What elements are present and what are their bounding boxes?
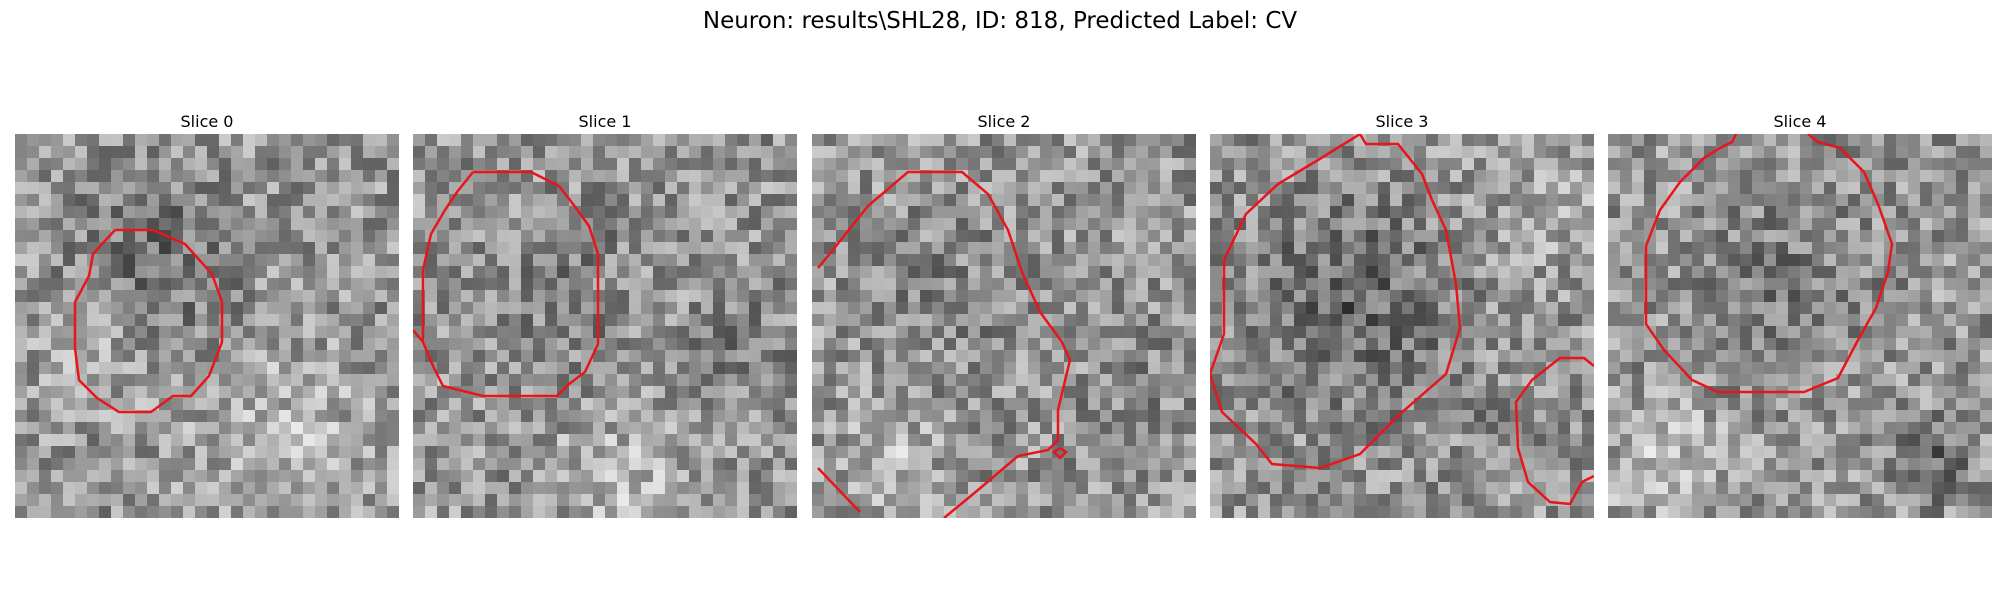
slice-title: Slice 3: [1375, 112, 1429, 131]
slice-title: Slice 2: [977, 112, 1031, 131]
segmentation-contour: [817, 467, 861, 513]
segmentation-contour: [73, 228, 224, 414]
figure-title: Neuron: results\SHL28, ID: 818, Predicte…: [702, 8, 1298, 34]
slice-panel-2: Slice 2: [812, 110, 1196, 518]
segmentation-contour: [817, 170, 1072, 518]
slice-svg: [1210, 134, 1594, 518]
slice-svg: [812, 134, 1196, 518]
slice-image: [413, 134, 797, 518]
slice-panel-1: Slice 1: [413, 110, 797, 518]
segmentation-contour: [1514, 356, 1594, 506]
slice-image: [1210, 134, 1594, 518]
slice-image: [812, 134, 1196, 518]
segmentation-contour: [1210, 134, 1462, 470]
slice-panel-0: Slice 0: [15, 110, 399, 518]
slice-svg: [1608, 134, 1992, 518]
slice-panel-3: Slice 3: [1210, 110, 1594, 518]
grayscale-pixels: [15, 134, 399, 518]
slice-image: [15, 134, 399, 518]
slice-svg: [15, 134, 399, 518]
slice-title: Slice 1: [578, 112, 632, 131]
slice-panel-4: Slice 4: [1608, 110, 1992, 518]
segmentation-contour: [1052, 446, 1068, 460]
segmentation-contour: [413, 329, 424, 343]
grayscale-pixels: [1210, 134, 1594, 518]
slice-title: Slice 0: [180, 112, 234, 131]
segmentation-contour: [421, 170, 600, 398]
segmentation-contour: [1644, 134, 1894, 394]
grayscale-pixels: [812, 134, 1196, 518]
grayscale-pixels: [1608, 134, 1992, 518]
slice-title: Slice 4: [1773, 112, 1827, 131]
slice-svg: [413, 134, 797, 518]
grayscale-pixels: [413, 134, 797, 518]
slice-image: [1608, 134, 1992, 518]
